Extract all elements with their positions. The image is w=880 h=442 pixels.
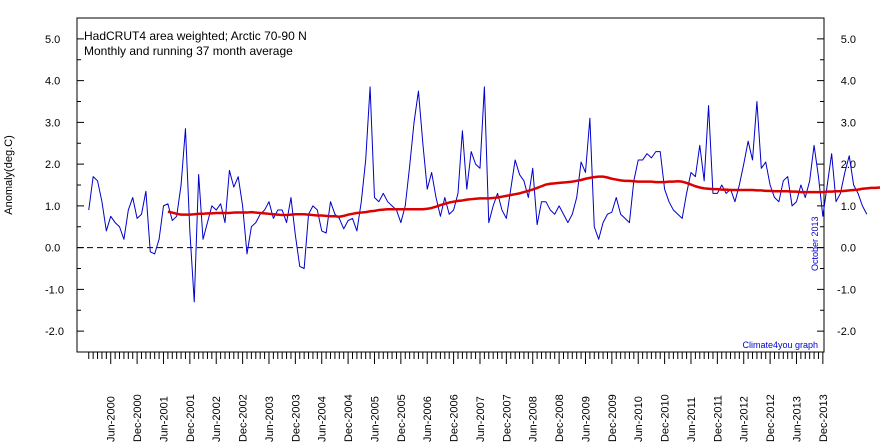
x-tick-label: Dec-2008 [554,394,566,442]
x-tick-label: Jun-2009 [580,396,592,442]
y-tick-label-right: -2.0 [837,326,856,338]
y-tick-label-left: -2.0 [45,326,64,338]
x-tick-label: Dec-2007 [501,394,513,442]
y-tick-label-left: 4.0 [45,76,60,88]
y-axis-title: Anomaly(deg.C) [3,135,15,214]
chart-subtitle: Monthly and running 37 month average [84,44,293,58]
x-tick-label: Jun-2005 [369,396,381,442]
x-axis: Jun-2000 Dec-2000 Jun-2001 Dec-2001 Jun-2002… [88,352,830,442]
x-tick-label: Dec-2006 [449,394,461,442]
y-tick-label-left: 2.0 [45,159,60,171]
x-tick-label: Dec-2004 [343,394,355,442]
y-tick-label-left: 1.0 [45,201,60,213]
y-tick-label-right: 2.0 [841,159,856,171]
y-tick-label-left: 3.0 [45,117,60,129]
chart-title: HadCRUT4 area weighted; Arctic 70-90 N [84,29,307,43]
x-tick-label: Jun-2010 [633,396,645,442]
y-tick-label-left: 5.0 [45,34,60,46]
x-tick-label: Dec-2013 [818,394,830,442]
x-tick-label: Jun-2002 [211,396,223,442]
x-tick-label: Dec-2001 [185,394,197,442]
y-tick-label-right: 1.0 [841,201,856,213]
monthly-series-line [88,86,868,303]
y-tick-label-right: 0.0 [841,243,856,255]
x-tick-label: Dec-2010 [660,394,672,442]
x-tick-label: Jun-2001 [158,396,170,442]
series-layer [88,86,880,303]
x-tick-label: Jun-2012 [739,396,751,442]
y-tick-label-right: 4.0 [841,76,856,88]
x-tick-label: Dec-2012 [765,394,777,442]
y-tick-label-left: 0.0 [45,243,60,255]
x-tick-label: Dec-2000 [132,394,144,442]
x-tick-label: Jun-2007 [475,396,487,442]
y-tick-label-right: 3.0 [841,117,856,129]
credit-label: Climate4you graph [742,340,818,350]
x-tick-label: Jun-2006 [422,396,434,442]
x-tick-label: Jun-2000 [106,396,118,442]
end-date-label: October 2013 [810,216,820,271]
running-average-line [167,175,880,218]
x-tick-label: Jun-2011 [686,397,698,442]
plot-frame [76,17,825,353]
x-tick-label: Jun-2003 [264,396,276,442]
x-tick-label: Jun-2008 [528,396,540,442]
x-tick-label: Dec-2011 [712,395,724,442]
y-tick-label-left: -1.0 [45,284,64,296]
y-axis: 5.0 5.0 4.0 4.0 3.0 3.0 2.0 2.0 1.0 1.0 0.0 0.0 -1.0… [45,17,856,353]
y-tick-label-right: -1.0 [837,284,856,296]
x-tick-label: Jun-2013 [791,396,803,442]
x-tick-label: Dec-2002 [238,394,250,442]
x-tick-label: Dec-2003 [290,394,302,442]
x-tick-label: Dec-2005 [396,394,408,442]
y-tick-label-right: 5.0 [841,34,856,46]
x-tick-label: Dec-2009 [607,394,619,442]
x-tick-label: Jun-2004 [317,396,329,442]
